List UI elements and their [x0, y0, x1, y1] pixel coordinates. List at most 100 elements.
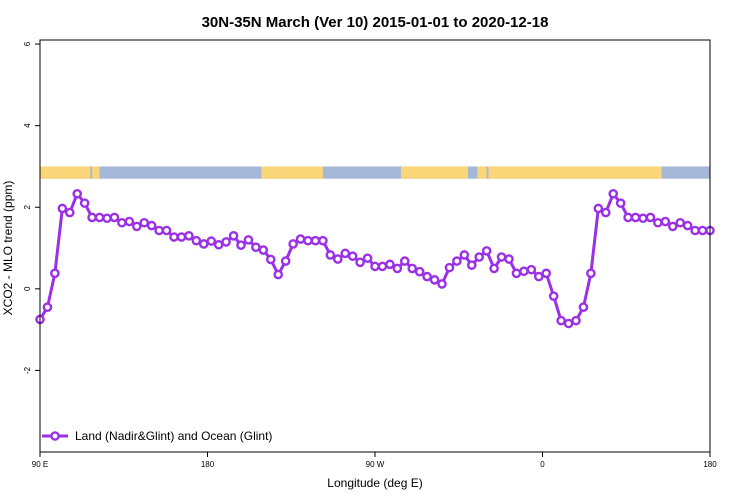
data-point — [325, 250, 336, 260]
data-point — [273, 269, 284, 280]
data-point — [653, 217, 663, 228]
data-point — [429, 275, 440, 285]
data-point — [437, 279, 447, 289]
data-point — [109, 212, 120, 223]
data-point — [563, 318, 574, 329]
data-point — [206, 236, 217, 246]
legend: Land (Nadir&Glint) and Ocean (Glint) — [42, 429, 272, 443]
data-point — [399, 256, 410, 266]
land-band-0 — [40, 166, 91, 179]
data-point — [265, 254, 276, 265]
x-tick-label-0: 90 E — [32, 460, 48, 469]
x-tick-label-4: 180 — [703, 460, 717, 469]
data-point — [496, 252, 507, 262]
data-point — [474, 252, 485, 262]
data-point — [466, 260, 477, 270]
data-point — [176, 232, 187, 242]
y-tick-label-1: 0 — [23, 286, 32, 291]
x-tick-label-2: 90 W — [366, 460, 385, 469]
data-point — [556, 315, 566, 326]
data-point — [355, 257, 365, 268]
data-point — [459, 250, 470, 260]
data-point — [318, 235, 328, 246]
data-point — [623, 212, 633, 223]
data-point — [511, 268, 522, 279]
data-point — [645, 212, 656, 223]
data-point — [57, 203, 68, 214]
data-point — [191, 235, 202, 246]
data-point — [295, 234, 306, 244]
data-point — [630, 212, 641, 223]
plot-frame — [39, 39, 711, 453]
x-tick-label-3: 0 — [540, 460, 545, 469]
data-point — [519, 266, 529, 277]
land-band-1 — [92, 166, 100, 179]
data-point — [481, 246, 492, 256]
land-band-4 — [477, 166, 487, 179]
x-tick-label-1: 180 — [201, 460, 215, 469]
data-point — [504, 254, 514, 264]
data-point — [146, 220, 157, 231]
data-point — [169, 232, 179, 242]
data-point — [102, 213, 112, 224]
data-point — [533, 271, 544, 282]
data-point — [161, 225, 172, 236]
data-point — [87, 212, 97, 223]
series-layer — [35, 188, 715, 329]
data-point — [608, 188, 619, 199]
data-point — [72, 188, 83, 199]
data-point — [385, 259, 395, 270]
data-point — [79, 198, 90, 208]
data-point — [571, 315, 581, 326]
data-point — [578, 302, 589, 312]
data-point — [600, 207, 611, 218]
data-point — [340, 248, 351, 259]
data-point — [362, 253, 373, 264]
chart-title: 30N-35N March (Ver 10) 2015-01-01 to 202… — [202, 14, 549, 31]
data-point — [94, 212, 105, 223]
data-point — [124, 216, 135, 227]
land-band-5 — [488, 166, 662, 179]
data-point — [682, 220, 693, 231]
data-point — [332, 254, 343, 264]
data-point — [139, 217, 150, 228]
land-band-2 — [261, 166, 323, 179]
legend-marker — [50, 431, 60, 441]
data-point — [541, 268, 552, 279]
data-point — [198, 239, 209, 249]
data-point — [288, 239, 298, 249]
data-point — [347, 251, 358, 261]
data-point — [422, 271, 432, 282]
data-point — [675, 217, 686, 228]
data-point — [667, 221, 678, 232]
data-point — [303, 235, 313, 246]
data-point — [228, 231, 239, 241]
data-point — [310, 235, 321, 246]
data-point — [243, 235, 254, 245]
data-point — [392, 263, 403, 274]
data-point — [489, 263, 499, 274]
y-tick-label-2: 2 — [23, 204, 32, 209]
data-point — [117, 217, 127, 228]
surface-band — [40, 166, 710, 179]
data-point — [593, 203, 604, 214]
data-point — [50, 268, 60, 279]
data-point — [414, 266, 425, 277]
y-tick-label-4: 6 — [23, 41, 32, 46]
data-point — [586, 268, 596, 279]
data-point — [638, 213, 648, 224]
y-tick-label-0: -2 — [23, 366, 32, 374]
data-point — [213, 239, 224, 250]
data-point — [154, 225, 164, 236]
data-point — [42, 302, 53, 312]
data-point — [452, 256, 462, 266]
x-axis-label: Longitude (deg E) — [327, 476, 422, 490]
y-axis-label: XCO2 - MLO trend (ppm) — [1, 181, 15, 316]
axes: 90 E 180 90 W 0 180 -2 0 2 4 6 — [23, 41, 717, 469]
data-point — [548, 291, 559, 301]
data-point — [660, 216, 671, 227]
data-point — [236, 240, 246, 250]
data-point — [407, 263, 418, 274]
data-point — [258, 245, 269, 255]
